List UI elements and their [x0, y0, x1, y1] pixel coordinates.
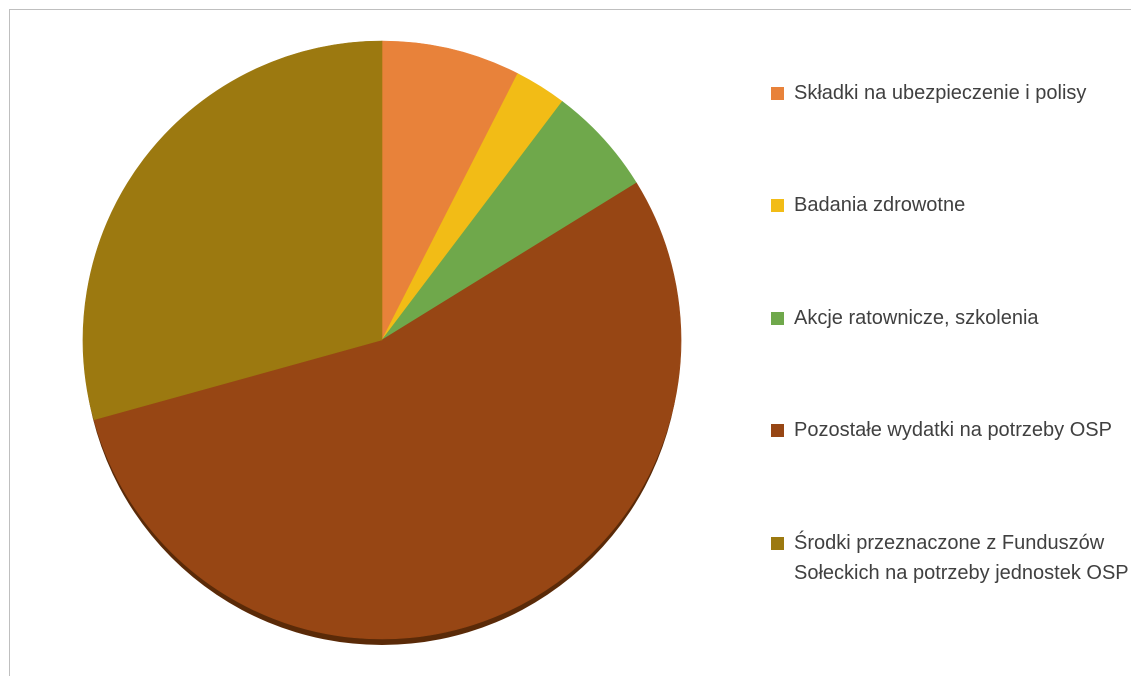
pie-slices: [82, 40, 682, 640]
pie-slice-4[interactable]: [93, 182, 682, 640]
legend-label-3: Akcje ratownicze, szkolenia: [794, 307, 1039, 329]
legend-label-5: Środki przeznaczone z Funduszów Sołeckic…: [794, 532, 1129, 584]
legend-swatch-3: [771, 312, 784, 325]
legend-label-4: Pozostałe wydatki na potrzeby OSP: [794, 419, 1112, 441]
legend-swatch-5: [771, 537, 784, 550]
legend-label-2: Badania zdrowotne: [794, 194, 966, 216]
legend-swatch-1: [771, 87, 784, 100]
pie-slice-5[interactable]: [82, 40, 383, 421]
chart-frame: [9, 9, 1131, 676]
legend-swatch-2: [771, 199, 784, 212]
legend-label-1: Składki na ubezpieczenie i polisy: [794, 82, 1087, 104]
legend-swatch-4: [771, 424, 784, 437]
pie-slice-1[interactable]: [381, 40, 519, 341]
legend: Składki na ubezpieczenie i polisy Badania…: [771, 0, 1131, 677]
